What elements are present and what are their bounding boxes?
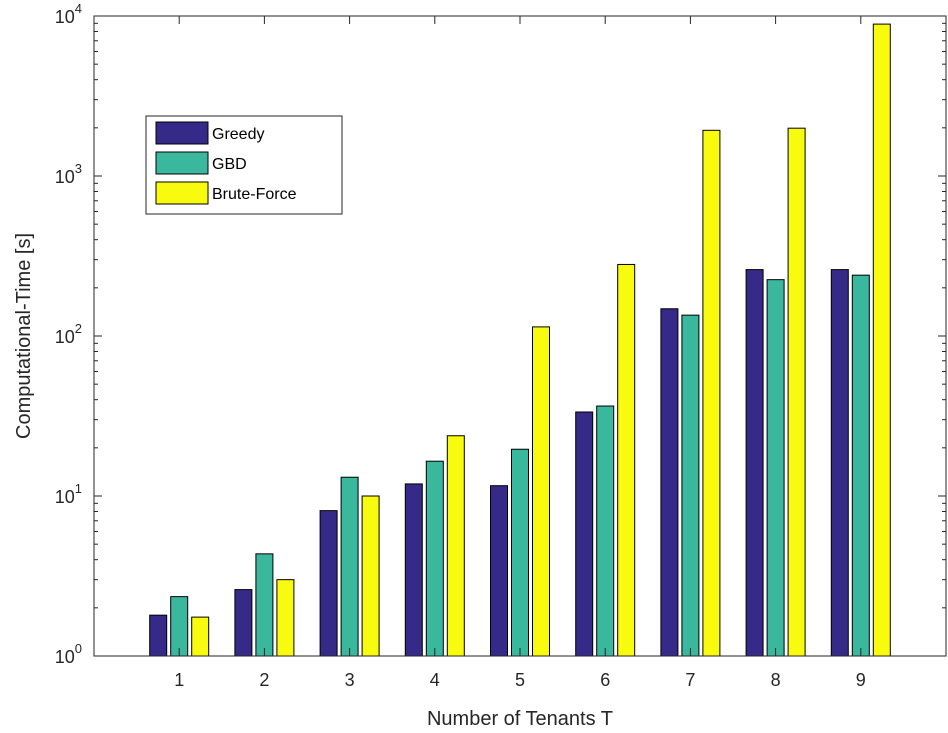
bar-greedy-8 [745,269,764,657]
bar-brute-force-7 [702,129,721,657]
bar-brute-force-8 [787,127,806,657]
x-tick-label: 2 [259,670,269,690]
bar-greedy-1 [149,614,168,657]
x-tick-label: 5 [515,670,525,690]
bar-brute-force-1 [191,616,210,657]
bar-brute-force-4 [446,435,465,657]
x-tick-label: 8 [771,670,781,690]
bar-gbd-6 [596,405,615,657]
legend-label: Brute-Force [212,186,297,203]
legend-swatch [155,151,209,175]
y-tick-label: 100 [55,641,82,667]
bar-greedy-6 [575,411,594,657]
bar-gbd-4 [425,460,444,657]
bar-greedy-3 [319,510,338,657]
y-tick-label: 102 [55,321,82,347]
x-tick-label: 1 [174,670,184,690]
legend-label: GBD [212,156,247,173]
bar-brute-force-3 [361,495,380,657]
bar-gbd-9 [851,274,870,657]
y-axis-label: Computational-Time [s] [13,233,35,439]
bar-gbd-3 [340,476,359,657]
bar-greedy-9 [830,269,849,657]
bar-gbd-5 [511,448,529,657]
legend-swatch [155,181,209,205]
legend-label: Greedy [212,126,264,143]
bar-brute-force-2 [276,579,295,657]
bar-brute-force-9 [872,23,891,657]
x-tick-label: 7 [685,670,695,690]
x-tick-label: 6 [600,670,610,690]
bar-brute-force-5 [532,326,550,657]
bar-greedy-2 [234,589,253,657]
ticks: 1 2 3 4 5 6 7 8 9 100 101 102 103 104 [55,1,946,690]
x-tick-label: 3 [345,670,355,690]
bars [149,23,891,657]
x-tick-label: 9 [856,670,866,690]
y-tick-label: 101 [55,481,82,507]
bar-brute-force-6 [617,263,636,657]
y-tick-label: 103 [55,161,82,187]
x-tick-label: 4 [430,670,440,690]
x-axis-label: Number of Tenants T [427,708,613,730]
bar-greedy-5 [490,485,508,657]
bar-greedy-4 [404,483,423,657]
bar-gbd-2 [255,553,274,657]
bar-gbd-1 [170,596,189,657]
bar-gbd-8 [766,279,785,657]
bar-greedy-7 [660,308,679,657]
bar-gbd-7 [681,314,700,657]
legend-swatch [155,121,209,145]
y-tick-label: 104 [55,1,82,27]
legend: Greedy GBD Brute-Force [145,115,343,215]
